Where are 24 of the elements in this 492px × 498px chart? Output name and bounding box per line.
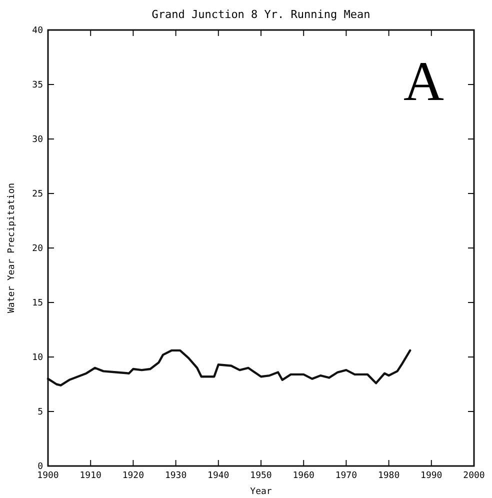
x-tick-label: 1910 [80,471,102,481]
y-tick-label: 30 [32,135,43,145]
y-tick-label: 15 [32,298,43,308]
y-tick-label: 0 [38,462,43,472]
y-tick-label: 10 [32,353,43,363]
annotation: A [404,51,445,113]
x-tick-label: 1920 [122,471,144,481]
chart-title: Grand Junction 8 Yr. Running Mean [152,8,370,21]
x-tick-label: 1950 [250,471,272,481]
y-tick-label: 20 [32,244,43,254]
x-tick-label: 1990 [420,471,442,481]
x-tick-label: 1930 [164,471,187,481]
x-tick-label: 1900 [37,471,59,481]
x-axis-title: Year [250,487,272,497]
y-axis-title: Water Year Precipitation [7,182,17,314]
x-tick-label: 1970 [335,471,358,481]
y-tick-label: 35 [32,80,43,90]
y-tick-label: 25 [32,190,43,200]
x-tick-label: 1980 [378,471,400,481]
x-tick-label: 1940 [208,471,230,481]
y-tick-label: 5 [38,408,43,418]
y-tick-label: 40 [32,26,43,36]
x-tick-label: 1960 [292,471,314,481]
x-tick-label: 2000 [463,471,485,481]
